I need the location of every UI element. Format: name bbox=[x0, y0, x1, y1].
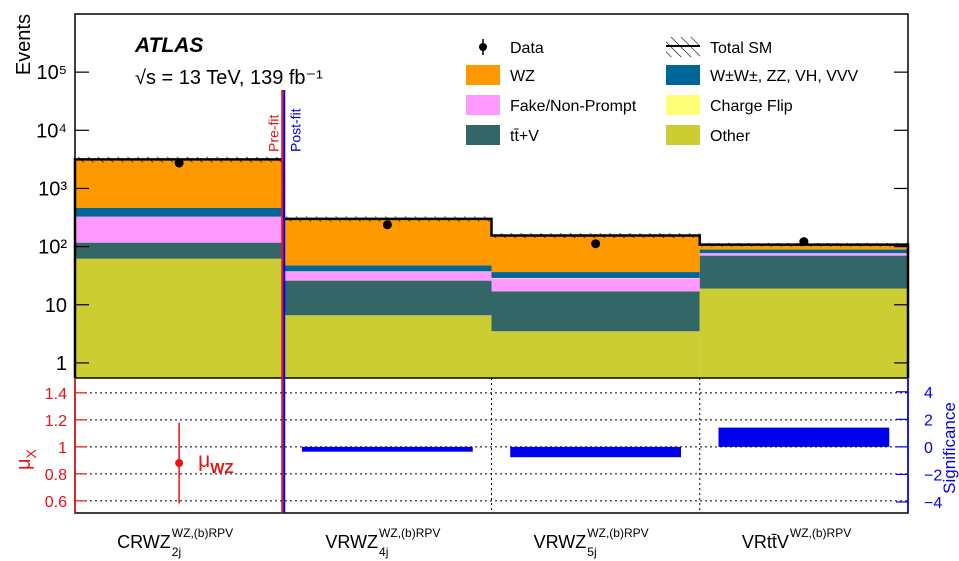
legend-swatch bbox=[666, 65, 700, 85]
legend-label: Data bbox=[510, 40, 544, 57]
y-tick-label: 1.2 bbox=[45, 413, 67, 430]
legend-label: Total SM bbox=[710, 40, 772, 57]
bar-segment bbox=[75, 258, 284, 378]
x-tick-label: CRWZ bbox=[117, 532, 171, 552]
ratio-y-label-text: μ bbox=[13, 458, 35, 470]
y-tick-label: 10⁴ bbox=[36, 120, 67, 142]
y2-tick-label: 4 bbox=[924, 385, 933, 402]
significance-bar bbox=[301, 446, 473, 452]
y-tick-label: 0.8 bbox=[45, 467, 67, 484]
mu-point bbox=[175, 459, 184, 468]
bar-segment bbox=[699, 244, 908, 250]
bar-segment bbox=[491, 331, 700, 378]
ratio-y-label-sub: X bbox=[23, 448, 39, 458]
x-tick-label-sup: WZ,(b)RPV bbox=[172, 526, 233, 540]
energy-label: √s = 13 TeV, 139 fb⁻¹ bbox=[135, 67, 323, 89]
x-tick-label: VRWZ bbox=[534, 532, 587, 552]
y-tick-label: 10³ bbox=[38, 178, 67, 200]
legend-swatch bbox=[466, 125, 500, 145]
bar-segment bbox=[283, 271, 492, 281]
bar-segment bbox=[699, 249, 908, 254]
legend-label: Charge Flip bbox=[710, 98, 793, 115]
x-tick-label-sup: WZ,(b)RPV bbox=[790, 526, 851, 540]
x-tick-label-sup: WZ,(b)RPV bbox=[379, 526, 440, 540]
legend-label: tt̄+V bbox=[510, 128, 539, 145]
y-axis-label: Events bbox=[13, 14, 35, 75]
y2-tick-label: 0 bbox=[924, 440, 933, 457]
y-tick-label: 1 bbox=[58, 440, 67, 457]
y-tick-label: 0.6 bbox=[45, 494, 67, 511]
significance-bar bbox=[510, 446, 682, 458]
legend-label: Other bbox=[710, 128, 751, 145]
mu-label-sub: WZ bbox=[210, 460, 233, 477]
y-tick-label: 1 bbox=[56, 353, 67, 375]
bar-segment bbox=[491, 278, 700, 292]
y2-tick-label: 2 bbox=[924, 412, 933, 429]
legend-label: Fake/Non-Prompt bbox=[510, 98, 637, 115]
x-tick-label-sub: 2j bbox=[172, 545, 181, 559]
legend-swatch bbox=[666, 95, 700, 115]
x-tick-label-sup: WZ,(b)RPV bbox=[587, 526, 648, 540]
postfit-label: Post-fit bbox=[287, 108, 303, 152]
experiment-label: ATLAS bbox=[134, 34, 203, 57]
legend-label: W±W±, ZZ, VH, VVV bbox=[710, 68, 859, 85]
x-tick-label-sub: 5j bbox=[587, 545, 596, 559]
x-tick-label-sub: 4j bbox=[379, 545, 388, 559]
data-point bbox=[174, 158, 184, 168]
x-tick-label: VRWZ bbox=[325, 532, 378, 552]
bar-segment bbox=[699, 255, 908, 289]
legend-swatch bbox=[666, 125, 700, 145]
y2-axis-label: Significance bbox=[940, 402, 959, 494]
frame bbox=[74, 13, 909, 514]
bar-segment bbox=[283, 315, 492, 378]
y-tick-label: 10⁵ bbox=[36, 62, 67, 84]
prefit-label: Pre-fit bbox=[265, 115, 281, 152]
y2-tick-label: −2 bbox=[924, 467, 942, 484]
legend-swatch bbox=[466, 65, 500, 85]
data-point bbox=[799, 237, 809, 247]
bar-segment bbox=[699, 288, 908, 378]
y-tick-label: 1.4 bbox=[45, 386, 67, 403]
bar-segment bbox=[283, 265, 492, 272]
bar-segment bbox=[75, 216, 284, 243]
legend-swatch bbox=[466, 95, 500, 115]
bar-segment bbox=[75, 207, 284, 217]
legend-label: WZ bbox=[510, 68, 535, 85]
significance-bar bbox=[718, 427, 890, 447]
mu-label: μWZ bbox=[198, 449, 233, 477]
data-point bbox=[591, 239, 601, 249]
mu-label-text: μ bbox=[198, 449, 210, 472]
y2-tick-label: −4 bbox=[924, 495, 942, 512]
data-point bbox=[382, 220, 392, 230]
ratio-y-label: μX bbox=[13, 448, 39, 470]
bar-segment bbox=[491, 272, 700, 278]
y-tick-label: 10² bbox=[38, 237, 67, 259]
bar-segment bbox=[491, 291, 700, 332]
bar-segment bbox=[699, 253, 908, 256]
bar-segment bbox=[283, 280, 492, 316]
y-tick-label: 10 bbox=[45, 295, 67, 317]
x-tick-label: VRtt̄V bbox=[742, 532, 789, 552]
bar-segment bbox=[75, 242, 284, 259]
